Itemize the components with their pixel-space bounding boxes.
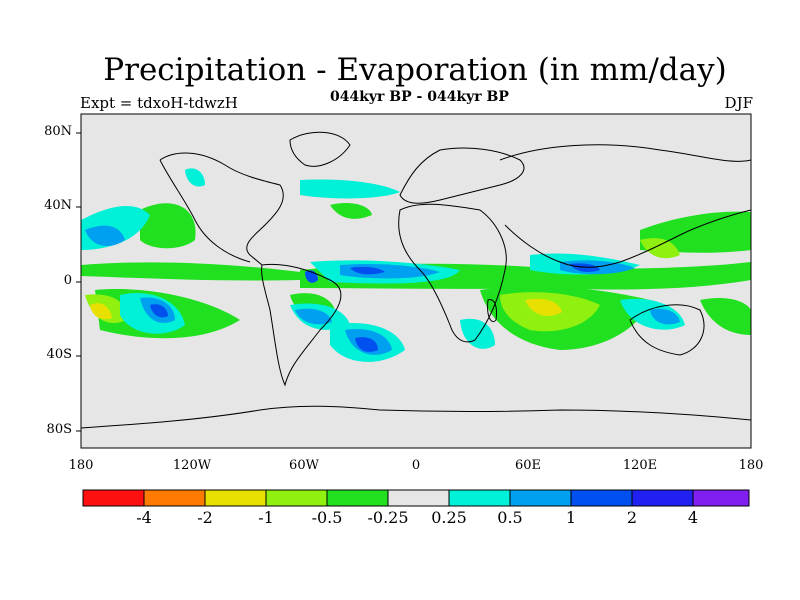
experiment-label: Expt = tdxoH-tdwzH (80, 94, 238, 112)
coastline-europe (399, 147, 525, 204)
colorbar-label: 0.5 (497, 508, 523, 527)
lat-label-40s: 40S (46, 347, 72, 362)
contour-green (700, 298, 751, 335)
lat-label-80s: 80S (46, 422, 72, 437)
contour-darkblue (150, 304, 168, 318)
contour-darkblue (350, 266, 385, 275)
lon-label-0: 0 (411, 458, 421, 473)
contour-cyan (460, 318, 495, 349)
colorbar-box (204, 489, 267, 507)
colorbar-label: 4 (687, 508, 699, 527)
coastline-australia (629, 304, 705, 356)
coastline-north-america (159, 152, 284, 266)
colorbar (82, 489, 750, 507)
lon-label-120w: 120W (172, 458, 212, 473)
colorbar-box (509, 489, 572, 507)
colorbar-label: -2 (197, 508, 213, 527)
colorbar-box (387, 489, 450, 507)
colorbar-box (692, 489, 750, 507)
contour-yellow (90, 303, 112, 320)
colorbar-box (82, 489, 145, 507)
contour-green (81, 262, 300, 281)
precip-evap-contours (81, 168, 751, 362)
lat-label-0: 0 (63, 273, 72, 288)
map-title: Precipitation - Evaporation (in mm/day) (103, 52, 727, 88)
contour-darkblue (570, 263, 600, 272)
coastline-greenland (289, 131, 351, 167)
contour-yellowgreen (640, 238, 680, 259)
colorbar-label: -1 (258, 508, 274, 527)
contour-green (140, 203, 196, 249)
contour-cyan (300, 179, 400, 199)
contour-blue (650, 308, 680, 325)
contour-yellow (525, 298, 562, 316)
contour-blue (85, 225, 125, 246)
colorbar-box (570, 489, 633, 507)
colorbar-label: -0.25 (367, 508, 409, 527)
colorbar-box (326, 489, 389, 507)
lon-label-180e: 180 (738, 458, 764, 473)
coastlines (80, 131, 752, 429)
coastline-north-america-west (159, 159, 251, 263)
colorbar-box (143, 489, 206, 507)
colorbar-label: 1 (565, 508, 577, 527)
map-subtitle: 044kyr BP - 044kyr BP (330, 89, 509, 105)
colorbar-label: 0.25 (431, 508, 467, 527)
contour-blue (295, 308, 332, 325)
colorbar-label: 2 (626, 508, 638, 527)
coastline-asia (499, 144, 752, 268)
contour-darkblue (355, 337, 378, 352)
lon-label-120e: 120E (622, 458, 658, 473)
colorbar-box (265, 489, 328, 507)
coastline-south-america (261, 263, 342, 387)
lat-ticks (76, 132, 81, 432)
coastline-africa (398, 203, 507, 343)
colorbar-box (448, 489, 511, 507)
lon-label-60w: 60W (289, 458, 319, 473)
contour-green (330, 203, 372, 219)
colorbar-label: -0.5 (311, 508, 343, 527)
lon-label-180w: 180 (68, 458, 94, 473)
map-frame (80, 113, 752, 449)
contour-cyan (185, 168, 205, 187)
season-label: DJF (724, 94, 753, 112)
lon-label-60e: 60E (514, 458, 542, 473)
lat-label-80n: 80N (44, 124, 72, 139)
coastline-madagascar (487, 299, 497, 323)
colorbar-label: -4 (136, 508, 152, 527)
coastline-antarctica (80, 405, 752, 429)
colorbar-box (631, 489, 694, 507)
lat-label-40n: 40N (44, 198, 72, 213)
